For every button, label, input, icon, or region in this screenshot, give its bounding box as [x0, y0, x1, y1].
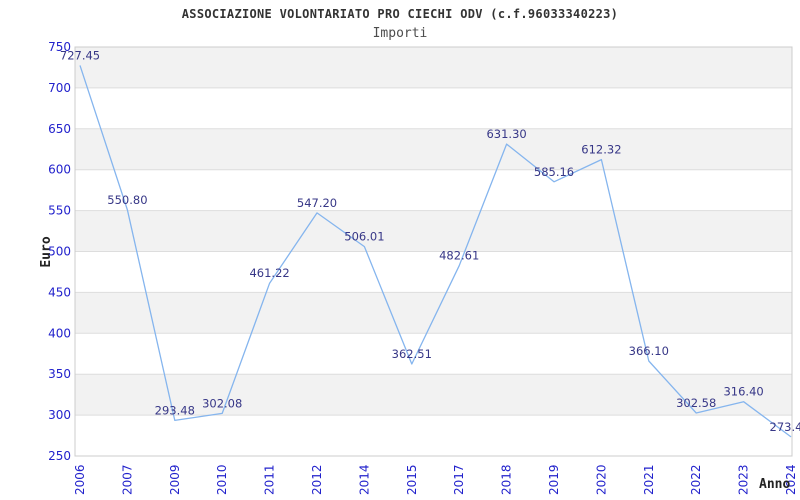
x-tick-label: 2009 [168, 464, 182, 495]
data-point-label: 482.61 [439, 249, 479, 263]
y-tick-label: 400 [48, 326, 71, 340]
x-tick-label: 2023 [737, 464, 751, 495]
x-tick-label: 2007 [120, 464, 134, 495]
plot-band [75, 128, 792, 170]
data-point-label: 273.4 [770, 420, 800, 434]
data-point-label: 293.48 [155, 403, 195, 417]
x-tick-label: 2020 [594, 464, 608, 495]
y-tick-label: 650 [48, 122, 71, 136]
x-tick-label: 2018 [500, 464, 514, 495]
x-tick-label: 2017 [452, 464, 466, 495]
y-tick-label: 500 [48, 245, 71, 259]
plot-band [75, 374, 792, 416]
x-tick-label: 2021 [642, 464, 656, 495]
data-point-label: 461.22 [249, 266, 289, 280]
data-point-label: 585.16 [534, 165, 574, 179]
data-point-label: 302.08 [202, 396, 242, 410]
y-tick-label: 600 [48, 163, 71, 177]
x-tick-label: 2011 [263, 464, 277, 495]
x-tick-label: 2006 [73, 464, 87, 495]
y-tick-label: 750 [48, 40, 71, 54]
y-tick-label: 450 [48, 285, 71, 299]
chart-title: ASSOCIAZIONE VOLONTARIATO PRO CIECHI ODV… [181, 7, 619, 21]
data-point-label: 366.10 [629, 344, 669, 358]
data-line [79, 65, 792, 438]
x-axis-title: Anno [759, 477, 791, 492]
data-point-label: 727.45 [60, 48, 100, 62]
data-point-label: 612.32 [581, 143, 621, 157]
x-tick-label: 2012 [310, 464, 324, 495]
y-tick-label: 700 [48, 81, 71, 95]
plot-band [75, 210, 792, 252]
data-point-label: 547.20 [297, 196, 337, 210]
plot-border [74, 46, 793, 457]
plot-band [75, 47, 792, 88]
y-tick-label: 300 [48, 408, 71, 422]
x-tick-label: 2015 [405, 464, 419, 495]
x-tick-label: 2010 [215, 464, 229, 495]
y-tick-label: 350 [48, 367, 71, 381]
data-point-label: 631.30 [486, 127, 526, 141]
data-point-label: 506.01 [344, 230, 384, 244]
x-tick-label: 2014 [357, 464, 371, 495]
data-point-label: 550.80 [107, 193, 147, 207]
data-point-label: 316.40 [723, 385, 763, 399]
x-tick-label: 2022 [689, 464, 703, 495]
y-tick-label: 250 [48, 449, 71, 463]
data-point-label: 362.51 [392, 347, 432, 361]
x-tick-label: 2019 [547, 464, 561, 495]
plot-band [75, 292, 792, 334]
chart-subtitle: Importi [372, 26, 428, 41]
y-tick-label: 550 [48, 204, 71, 218]
data-point-label: 302.58 [676, 396, 716, 410]
x-tick-label: 2024 [784, 464, 798, 495]
